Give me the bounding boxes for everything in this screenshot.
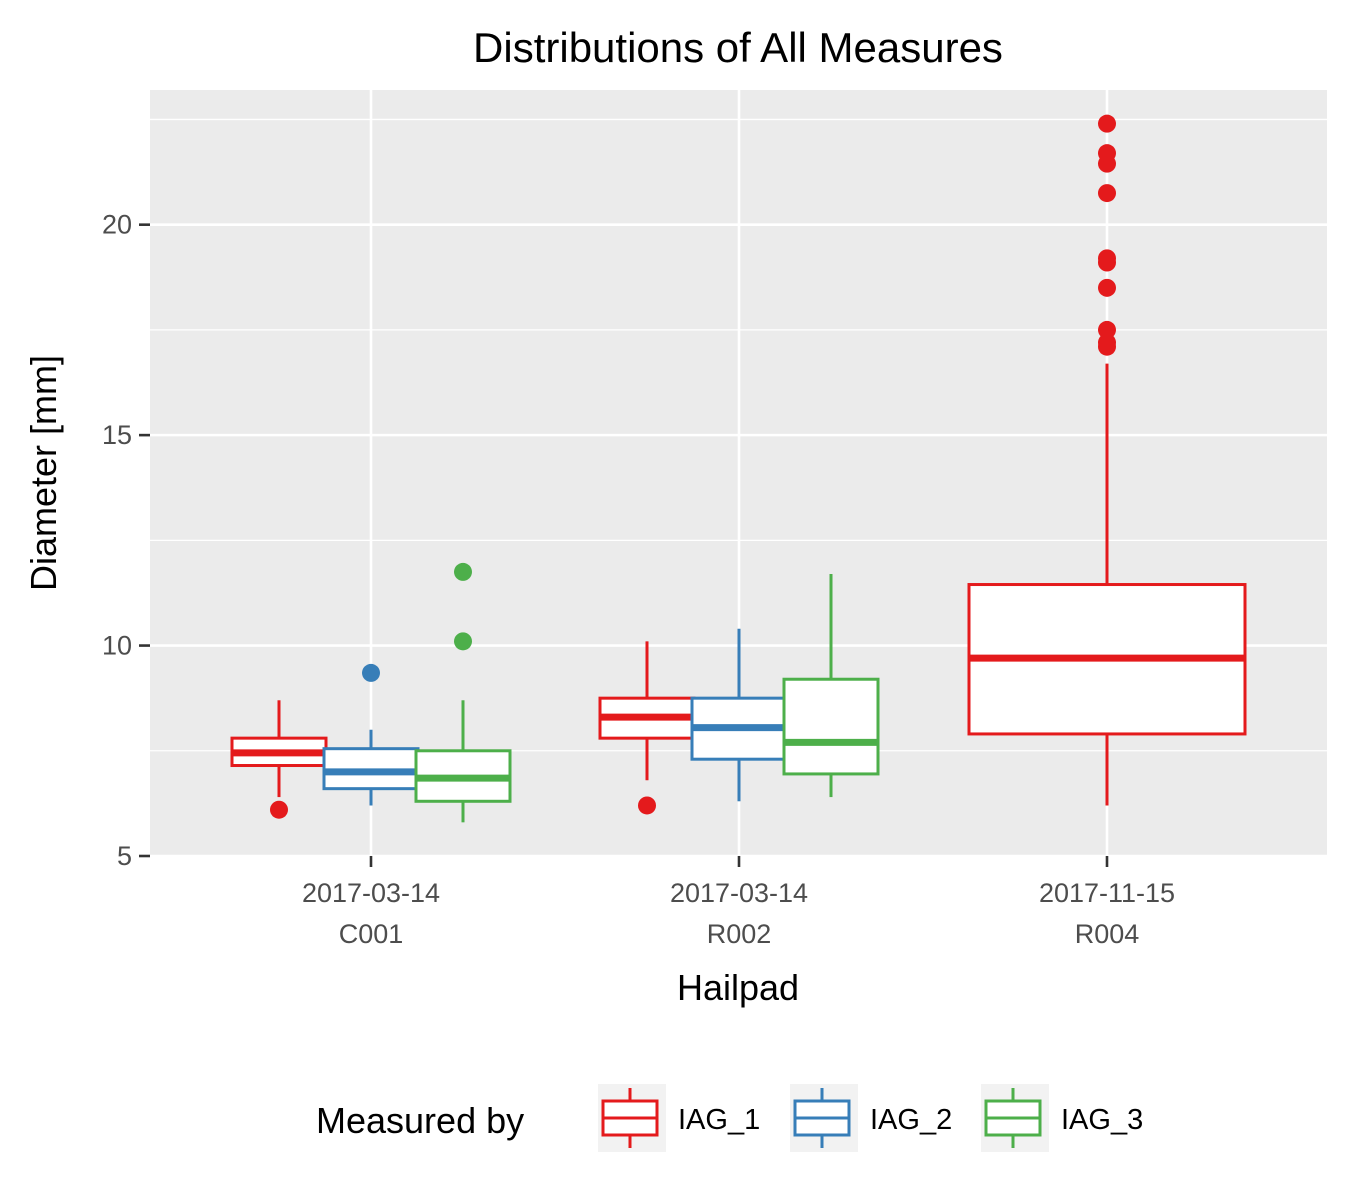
y-tick-label: 20 <box>102 210 132 240</box>
outlier-point <box>454 632 472 651</box>
outlier-point <box>1098 278 1116 297</box>
legend-label: IAG_1 <box>678 1104 760 1136</box>
x-tick-label-pad: R002 <box>707 919 772 949</box>
x-tick-label-date: 2017-03-14 <box>670 878 808 908</box>
legend-label: IAG_2 <box>870 1104 952 1136</box>
outlier-point <box>1098 144 1116 163</box>
box-body <box>782 677 880 776</box>
legend: Measured by IAG_1 IAG_2 IAG_3 <box>316 1084 1143 1152</box>
outlier-point <box>1098 320 1116 339</box>
outlier-point <box>638 796 656 815</box>
outlier-point <box>1098 333 1116 352</box>
outlier-point <box>1098 249 1116 268</box>
legend-item-IAG_1: IAG_1 <box>598 1084 760 1152</box>
x-axis: 2017-03-14 C001 2017-03-14 R002 2017-11-15 R0… <box>302 856 1175 949</box>
legend-item-IAG_2: IAG_2 <box>790 1084 952 1152</box>
box-IAG_2-R002 <box>690 628 788 802</box>
x-tick-label-date: 2017-11-15 <box>1039 878 1175 908</box>
box-IAG_1-C001 <box>230 700 328 819</box>
y-axis: 5 10 15 20 <box>102 210 150 871</box>
box-layer <box>230 114 1247 823</box>
y-tick-label: 15 <box>102 420 132 450</box>
x-tick-label-pad: R004 <box>1075 919 1140 949</box>
outlier-point <box>454 562 472 581</box>
outlier-point <box>1098 114 1116 133</box>
box-IAG_3-C001 <box>414 562 512 823</box>
y-tick-label: 5 <box>117 841 132 871</box>
y-axis-title: Diameter [mm] <box>23 355 64 591</box>
legend-label: IAG_3 <box>1061 1104 1143 1136</box>
box-IAG_2-C001 <box>322 663 420 806</box>
x-axis-title: Hailpad <box>677 967 799 1008</box>
outlier-point <box>362 663 380 682</box>
chart-title: Distributions of All Measures <box>473 24 1003 71</box>
y-tick-label: 10 <box>102 631 132 661</box>
outlier-point <box>1098 184 1116 203</box>
legend-title: Measured by <box>316 1100 524 1141</box>
outlier-point <box>270 800 288 819</box>
legend-item-IAG_3: IAG_3 <box>981 1084 1143 1152</box>
x-tick-label-pad: C001 <box>339 919 404 949</box>
box-IAG_3-R002 <box>782 574 880 798</box>
box-IAG_1-R002 <box>598 641 696 815</box>
box-IAG_1-R004 <box>967 114 1247 806</box>
x-tick-label-date: 2017-03-14 <box>302 878 440 908</box>
